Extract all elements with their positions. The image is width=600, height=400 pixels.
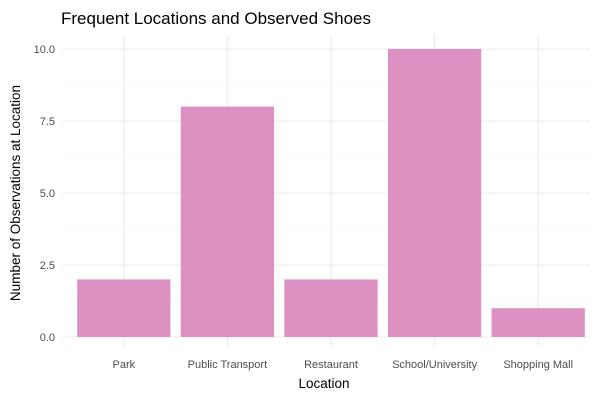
bars bbox=[77, 49, 585, 337]
x-axis-title: Location bbox=[298, 376, 349, 391]
bar-restaurant bbox=[284, 279, 378, 337]
y-axis-title: Number of Observations at Location bbox=[8, 85, 23, 301]
chart-title: Frequent Locations and Observed Shoes bbox=[61, 9, 371, 28]
y-tick-label: 0.0 bbox=[40, 332, 55, 344]
bar-park bbox=[77, 279, 171, 337]
x-tick-label: Public Transport bbox=[188, 359, 267, 371]
y-tick-label: 7.5 bbox=[40, 116, 55, 128]
x-axis-ticks: Park Public Transport Restaurant School/Uni… bbox=[112, 359, 573, 371]
bar-public-transport bbox=[180, 106, 275, 337]
x-tick-label: School/University bbox=[392, 359, 477, 371]
y-axis-ticks: 0.0 2.5 5.0 7.5 10.0 bbox=[34, 44, 55, 344]
y-tick-label: 5.0 bbox=[40, 188, 55, 200]
x-tick-label: Restaurant bbox=[304, 359, 358, 371]
bar-shopping-mall bbox=[491, 308, 585, 337]
x-tick-label: Shopping Mall bbox=[503, 359, 573, 371]
bar-school-university bbox=[387, 49, 482, 337]
y-tick-label: 2.5 bbox=[40, 260, 55, 272]
x-tick-label: Park bbox=[112, 359, 135, 371]
y-tick-label: 10.0 bbox=[34, 44, 55, 56]
